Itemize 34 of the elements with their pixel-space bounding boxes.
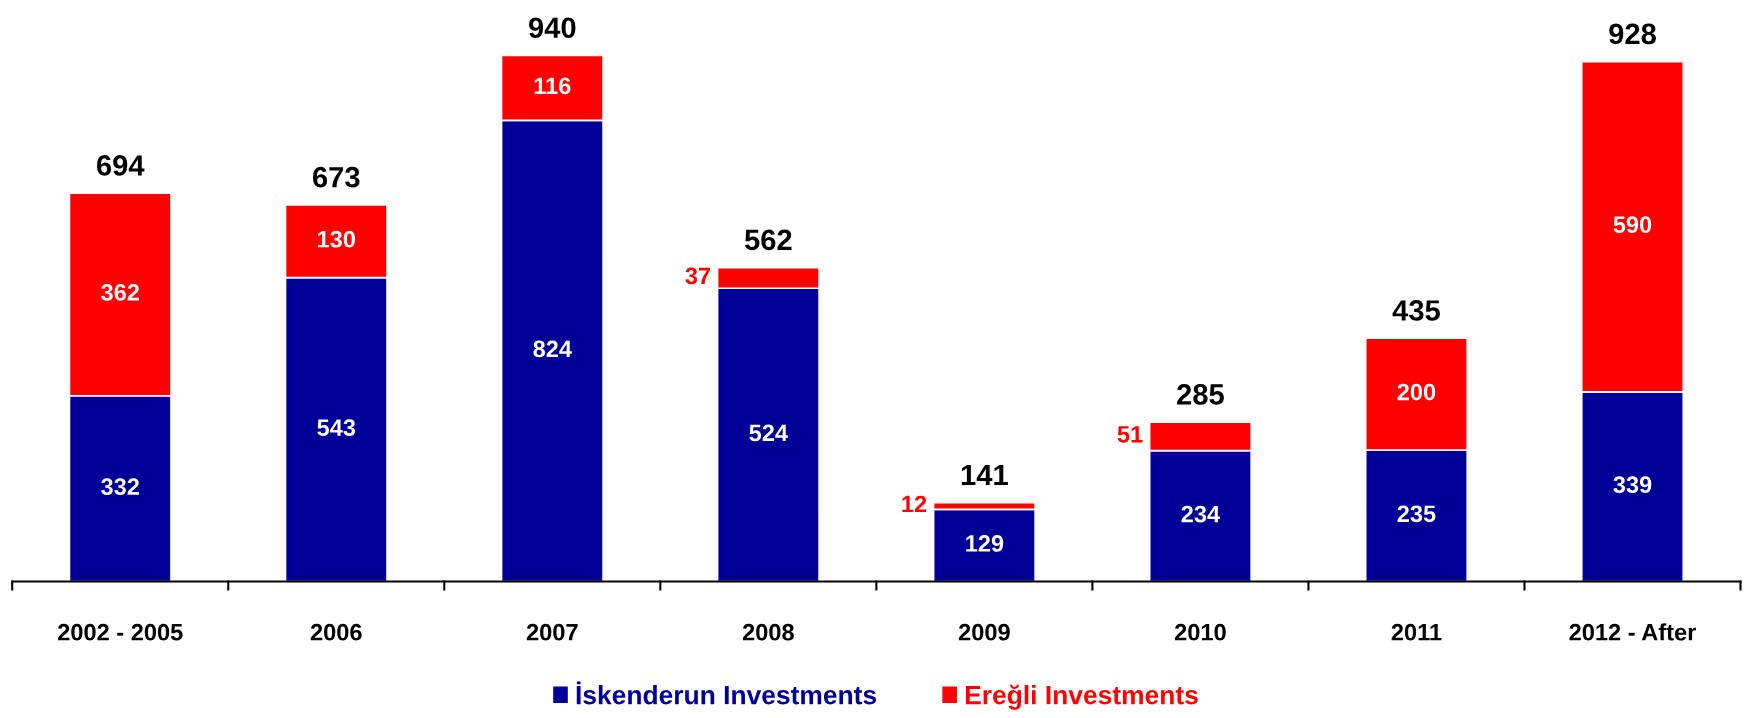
data-label: 129 <box>966 535 1004 552</box>
legend-label: Ereğli Investments <box>965 684 1198 710</box>
data-label: 200 <box>1397 383 1436 401</box>
total-label: 928 <box>1609 23 1656 45</box>
data-label: 524 <box>749 424 788 442</box>
x-tick-label: 2008 <box>742 623 794 641</box>
x-tick-label: 2002 - 2005 <box>58 623 183 641</box>
data-label: 332 <box>101 478 139 496</box>
x-tick-label: 2010 <box>1174 623 1226 641</box>
total-label: 694 <box>96 155 145 176</box>
data-label: 590 <box>1613 216 1652 234</box>
total-label: 435 <box>1392 300 1440 321</box>
data-label: 235 <box>1397 505 1436 523</box>
x-tick-label: 2006 <box>310 623 362 641</box>
data-label: 12 <box>902 495 927 513</box>
data-label: 116 <box>534 77 571 95</box>
data-label: 362 <box>101 284 139 301</box>
data-label: 51 <box>1117 426 1143 443</box>
legend-label: İskenderun Investments <box>576 681 877 705</box>
total-label: 940 <box>528 17 576 39</box>
data-label: 130 <box>318 230 355 248</box>
data-label: 543 <box>317 419 356 436</box>
x-tick-label: 2012 - After <box>1569 623 1696 641</box>
x-tick-label: 2007 <box>526 623 578 641</box>
data-label: 234 <box>1181 505 1220 523</box>
x-tick-label: 2011 <box>1391 623 1442 641</box>
total-label: 141 <box>961 464 1008 486</box>
total-label: 285 <box>1177 384 1224 405</box>
x-tick-label: 2009 <box>958 623 1010 641</box>
data-label: 37 <box>685 267 711 285</box>
data-label: 824 <box>533 340 572 358</box>
total-label: 673 <box>313 166 360 188</box>
total-label: 562 <box>744 229 792 251</box>
data-label: 339 <box>1613 476 1652 494</box>
